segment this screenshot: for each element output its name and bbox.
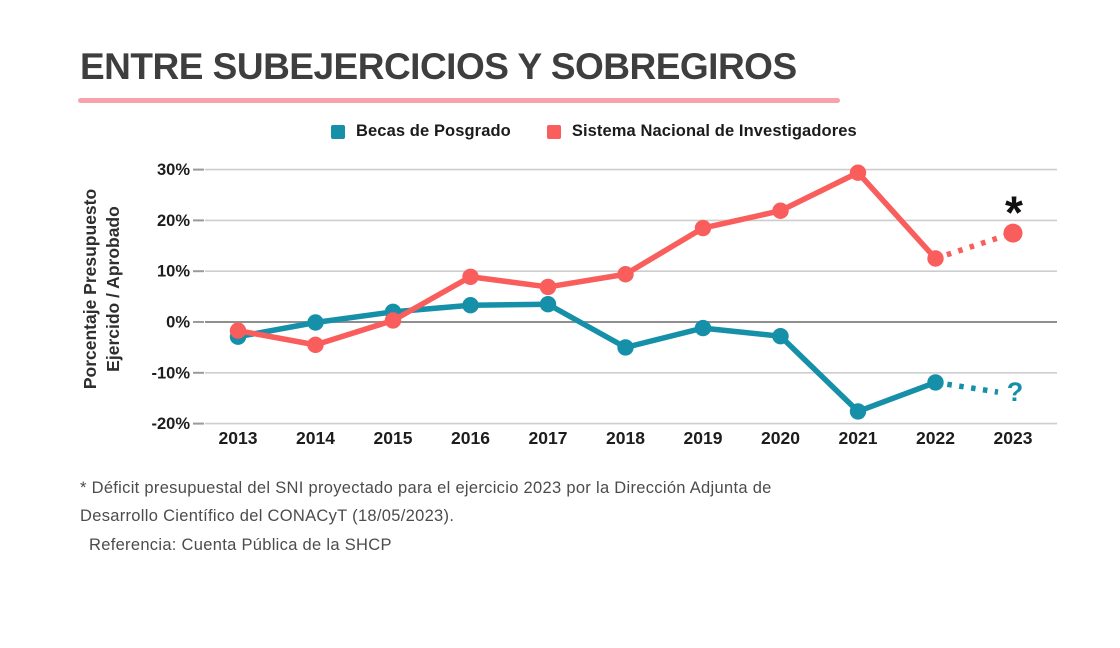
legend-label-becas: Becas de Posgrado (356, 122, 511, 140)
data-point (772, 328, 789, 345)
x-tick-label: 2014 (296, 428, 335, 448)
y-tick-label: 10% (157, 263, 190, 281)
x-tick-label: 2015 (374, 428, 413, 448)
data-point (694, 219, 712, 237)
y-tick-label: 20% (157, 212, 190, 230)
y-tick-label: 30% (157, 161, 190, 179)
data-point (384, 312, 402, 329)
data-point (539, 278, 557, 296)
data-point (307, 336, 324, 354)
y-tick-label: -20% (151, 415, 190, 433)
data-point (462, 297, 479, 314)
data-point (694, 319, 712, 337)
data-point (849, 164, 867, 181)
legend-item-sni: Sistema Nacional de Investigadores (546, 122, 857, 141)
data-point (229, 322, 247, 339)
x-tick-label: 2013 (219, 428, 258, 448)
projection-line (934, 230, 1014, 262)
legend-label-sni: Sistema Nacional de Investigadores (571, 122, 857, 140)
data-point (307, 314, 324, 331)
footnote-line-2: Desarrollo Científico del CONACyT (18/05… (80, 507, 455, 526)
chart-canvas: 30% 20% 10% 0% -10% -20% 2013 2014 2015 2016 2017 2… (80, 161, 1057, 448)
x-tick-label: 2021 (839, 428, 878, 448)
x-tick-label: 2017 (529, 428, 568, 448)
x-tick-label: 2022 (916, 428, 955, 448)
asterisk-annotation: * (1005, 187, 1023, 239)
y-tick-label: 0% (166, 314, 190, 332)
question-mark-annotation: ? (1007, 377, 1024, 407)
data-point (462, 268, 479, 285)
x-tick-label: 2018 (606, 428, 645, 448)
data-point (772, 202, 789, 219)
data-point (927, 250, 944, 267)
data-point (849, 403, 867, 420)
x-tick-label: 2020 (761, 428, 800, 448)
series-line-sni (237, 169, 938, 348)
legend-item-becas: Becas de Posgrado (331, 122, 511, 141)
data-point (617, 339, 634, 356)
data-point-projected (1003, 223, 1023, 243)
projection-line (935, 379, 999, 395)
footnote-line-3: Referencia: Cuenta Pública de la SHCP (89, 535, 392, 554)
page-title: ENTRE SUBEJERCICIOS Y SOBREGIROS (80, 46, 797, 87)
title-underline-bar (78, 98, 840, 103)
y-axis-title: Porcentaje Presupuesto Ejercido / Aprobad… (80, 189, 123, 389)
x-tick-label: 2019 (684, 428, 723, 448)
y-tick-label: -10% (151, 364, 190, 382)
legend-swatch-becas-icon (331, 124, 345, 139)
data-point (539, 296, 557, 313)
x-tick-label: 2016 (451, 428, 490, 448)
series-line-becas (237, 301, 937, 415)
chart-legend: Becas de Posgrado Sistema Nacional de In… (331, 122, 857, 141)
footnote-line-1: * Déficit presupuestal del SNI proyectad… (80, 479, 772, 497)
line-chart: 30% 20% 10% 0% -10% -20% 2013 2014 2015 2016 2017 2… (0, 150, 1120, 458)
data-point (617, 266, 634, 283)
legend-swatch-sni-icon (546, 124, 561, 139)
x-tick-label: 2023 (994, 428, 1033, 448)
data-point (927, 374, 944, 391)
footnote: * Déficit presupuestal del SNI proyectad… (80, 474, 1060, 559)
